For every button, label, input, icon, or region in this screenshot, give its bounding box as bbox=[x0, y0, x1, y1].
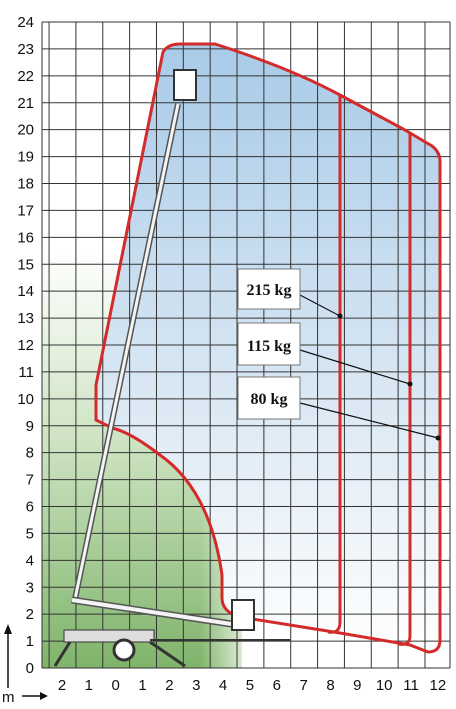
x-tick-label: 2 bbox=[165, 677, 173, 694]
x-tick-label: 6 bbox=[273, 677, 281, 694]
envelope-115kg bbox=[397, 132, 412, 646]
x-tick-label: 12 bbox=[430, 677, 447, 694]
y-tick-label: 6 bbox=[26, 499, 34, 516]
load-box: 80 kg bbox=[237, 376, 301, 420]
x-tick-label: 5 bbox=[246, 677, 254, 694]
y-tick-label: 2 bbox=[26, 606, 34, 623]
load-label: 215 kg bbox=[247, 282, 292, 299]
load-box: 115 kg bbox=[237, 322, 301, 366]
y-tick-label: 4 bbox=[26, 552, 34, 569]
x-tick-label: 9 bbox=[353, 677, 361, 694]
y-tick-label: 1 bbox=[26, 633, 34, 650]
x-tick-label: 1 bbox=[138, 677, 146, 694]
leader-line bbox=[299, 349, 411, 385]
leader-line bbox=[299, 402, 439, 439]
y-tick-label: 16 bbox=[17, 229, 34, 246]
y-tick-label: 10 bbox=[17, 391, 34, 408]
load-label: 80 kg bbox=[251, 391, 288, 408]
x-tick-label: 10 bbox=[376, 677, 393, 694]
x-tick-label: 2 bbox=[58, 677, 66, 694]
envelope-215kg bbox=[327, 95, 342, 634]
leader-dot bbox=[435, 435, 441, 441]
leader-dot bbox=[407, 381, 413, 387]
y-tick-label: 8 bbox=[26, 445, 34, 462]
y-tick-label: 0 bbox=[26, 660, 34, 677]
arrow-head bbox=[4, 624, 12, 634]
y-tick-label: 3 bbox=[26, 579, 34, 596]
unit-label: m bbox=[2, 689, 15, 706]
y-tick-label: 9 bbox=[26, 418, 34, 435]
x-tick-label: 4 bbox=[219, 677, 227, 694]
y-tick-label: 21 bbox=[17, 95, 34, 112]
y-tick-label: 22 bbox=[17, 68, 34, 85]
y-tick-label: 17 bbox=[17, 202, 34, 219]
y-tick-label: 19 bbox=[17, 149, 34, 166]
y-tick-label: 11 bbox=[18, 364, 34, 381]
y-tick-label: 5 bbox=[26, 525, 34, 542]
load-box: 215 kg bbox=[237, 268, 301, 310]
x-tick-label: 11 bbox=[403, 677, 419, 694]
arrow-head bbox=[40, 692, 48, 700]
y-tick-label: 13 bbox=[17, 310, 34, 327]
x-tick-label: 7 bbox=[299, 677, 307, 694]
y-tick-label: 7 bbox=[26, 472, 34, 489]
envelope-80kg bbox=[94, 42, 442, 654]
leader-line bbox=[299, 294, 341, 317]
y-tick-label: 23 bbox=[17, 41, 34, 58]
machine bbox=[53, 69, 290, 668]
load-label: 115 kg bbox=[247, 338, 291, 355]
y-tick-label: 24 bbox=[17, 14, 34, 31]
x-tick-label: 3 bbox=[192, 677, 200, 694]
x-tick-label: 1 bbox=[85, 677, 93, 694]
y-tick-label: 12 bbox=[17, 337, 34, 354]
x-tick-label: 0 bbox=[112, 677, 120, 694]
y-tick-label: 20 bbox=[17, 122, 34, 139]
y-tick-label: 15 bbox=[17, 256, 34, 273]
leader-dot bbox=[337, 313, 343, 319]
x-tick-label: 8 bbox=[326, 677, 334, 694]
y-tick-label: 18 bbox=[17, 176, 34, 193]
y-tick-label: 14 bbox=[17, 283, 34, 300]
